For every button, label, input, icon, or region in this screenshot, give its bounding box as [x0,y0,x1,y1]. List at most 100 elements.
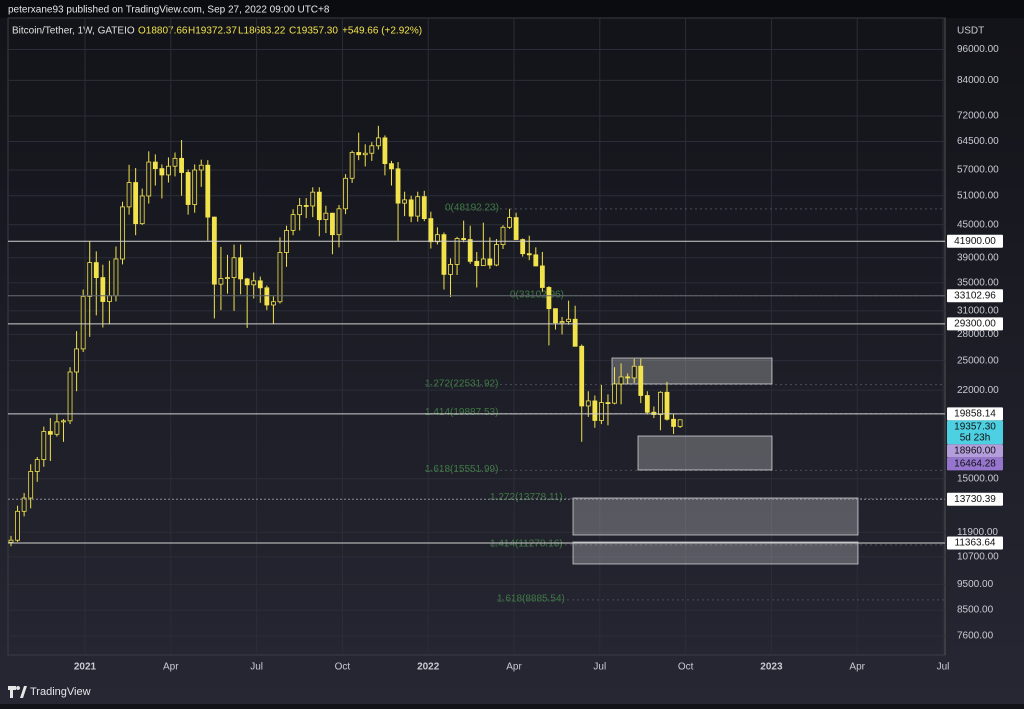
candle-body [74,348,79,373]
candle-body [677,419,683,427]
candle-body [152,161,158,170]
candle-body [500,226,506,245]
candle-body [225,277,230,279]
candle-body [146,161,152,197]
x-tick-label: 2022 [417,662,440,673]
fib-label: 0(33102.96) [510,289,564,300]
candle-body [336,208,342,236]
fib-label: 1.618(8885.54) [497,593,565,604]
price-label: 29300.00 [954,319,996,330]
candle-body [658,391,663,415]
candle-body [507,217,512,228]
y-tick-label: 45000.00 [957,219,999,230]
zone-box [637,435,773,471]
candle-body [474,260,480,267]
x-tick-label: Apr [163,662,179,673]
y-tick-label: 7600.00 [957,631,994,642]
ohlc-low: L18683.22 [238,26,286,37]
countdown: 5d 23h [960,433,991,444]
y-tick-label: 28000.00 [957,329,999,340]
candle-body [120,206,125,260]
x-tick-label: Oct [678,662,694,673]
candle-body [402,199,408,204]
price-label: 13730.39 [954,494,996,505]
candle-body [179,157,184,173]
symbol: Bitcoin/Tether, 1W, GATEIO [12,26,135,37]
price-label-box [947,234,1003,248]
candle-body [80,296,86,350]
y-tick-label: 57000.00 [957,165,999,176]
candle-body [113,258,119,297]
candle-body [264,287,270,306]
publisher: peterxane93 published on TradingView.com… [8,5,330,16]
price-label-box [947,420,1003,445]
candle-body [303,205,309,207]
candle-body [448,264,453,275]
candle-body [290,214,296,231]
x-tick-label: Jul [937,662,950,673]
x-tick-label: Oct [335,662,351,673]
brand: TradingView [8,686,91,698]
y-tick-label: 84000.00 [957,75,999,86]
candle-body [526,253,532,256]
legend: Bitcoin/Tether, 1W, GATEIO O18807.66 H19… [12,26,422,37]
candle-body [592,400,598,421]
x-tick-label: 2023 [760,662,783,673]
candle-body [231,257,237,278]
candle-body [185,172,191,205]
candle-body [211,216,217,285]
candle-body [638,365,644,396]
candle-body [362,152,368,156]
candle-body [631,365,637,379]
candle-body [100,277,106,302]
candle-body [87,262,93,297]
y-tick-label: 72000.00 [957,111,999,122]
candle-body [421,196,427,220]
candle-body [41,431,47,460]
candle-body [310,191,316,207]
brand-logo [8,686,27,698]
candle-body [375,137,381,147]
candle-body [159,168,165,176]
candle-body [47,431,53,435]
candle-body [67,371,73,422]
price-label: 11363.64 [955,538,996,549]
candle-body [395,168,401,204]
candle-body [297,205,303,216]
candle-body [513,217,519,240]
y-tick-label: 8500.00 [957,605,994,616]
fib-label: 1.414(19887.53) [425,407,498,418]
ohlc-open: O18807.66 [138,26,188,37]
candle-body [316,191,322,221]
candle-body [494,244,499,266]
candle-body [21,497,27,512]
price-label: 41900.00 [954,236,996,247]
header-bar [0,0,1024,18]
candle-body [585,400,591,407]
fib-label: 1.414(11270.16) [490,539,563,550]
price-label: 16464.28 [954,459,996,470]
y-tick-label: 22000.00 [957,385,999,396]
y-tick-label: 15000.00 [957,473,999,484]
candle-body [533,254,539,267]
candle-body [434,234,440,243]
y-tick-label: 11900.00 [957,527,998,538]
x-tick-label: Apr [506,662,522,673]
x-tick-label: Jul [250,662,263,673]
candle-body [618,376,624,385]
y-tick-label: 9500.00 [957,579,994,590]
candle-body [330,212,335,236]
price-label: 33102.96 [954,290,996,301]
candle-body [277,252,283,303]
ohlc-high: H19372.37 [188,26,237,37]
price-label-box [947,536,1003,550]
candle-body [343,177,348,210]
price-label-box [947,457,1003,471]
fib-label: 1.618(15551.99) [425,464,498,475]
ohlc-close: C19357.30 [289,26,338,37]
zone-box [572,497,859,536]
y-tick-label: 51000.00 [957,190,999,201]
candle-body [15,510,20,541]
brand-name: TradingView [30,686,91,698]
